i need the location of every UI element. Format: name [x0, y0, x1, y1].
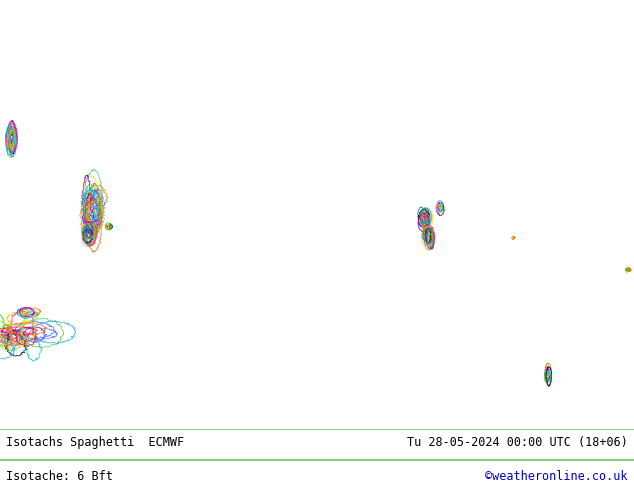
Text: Isotachs Spaghetti  ECMWF: Isotachs Spaghetti ECMWF	[6, 436, 184, 449]
Text: ©weatheronline.co.uk: ©weatheronline.co.uk	[485, 470, 628, 483]
Text: Tu 28-05-2024 00:00 UTC (18+06): Tu 28-05-2024 00:00 UTC (18+06)	[407, 436, 628, 449]
Text: Isotache: 6 Bft: Isotache: 6 Bft	[6, 470, 113, 483]
